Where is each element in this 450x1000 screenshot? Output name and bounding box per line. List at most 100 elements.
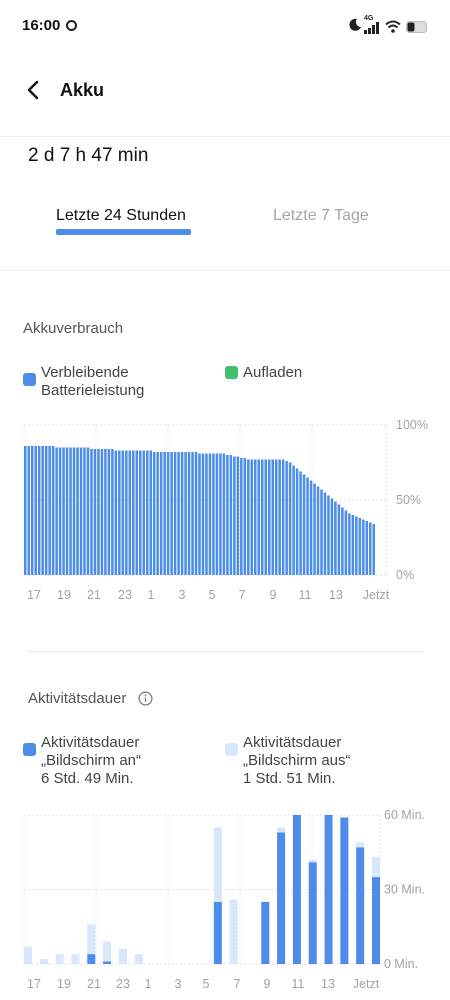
legend-screen-off-total: 1 Std. 51 Min.	[243, 770, 336, 787]
whatsapp-icon	[66, 20, 77, 31]
activity-x-tick-label: 5	[203, 977, 210, 991]
activity-bar-screen-on	[103, 961, 112, 964]
app-header: Akku	[0, 70, 450, 114]
activity-bar-screen-on	[277, 832, 286, 964]
battery-bar	[257, 459, 261, 575]
activity-bar-screen-off	[103, 941, 112, 962]
battery-x-tick-label: 23	[118, 588, 132, 602]
battery-bar	[177, 452, 180, 575]
battery-x-tick-label: 5	[209, 588, 216, 602]
battery-icon	[406, 21, 427, 33]
activity-bar-screen-on	[324, 815, 333, 964]
activity-bar-screen-on	[340, 817, 349, 964]
battery-bar	[278, 459, 281, 575]
battery-bar	[93, 449, 97, 575]
battery-x-tick-label: Jetzt	[363, 588, 390, 602]
battery-bar	[327, 495, 330, 575]
battery-bar	[243, 458, 247, 575]
network-type: 4G	[364, 15, 374, 22]
battery-bar	[156, 452, 159, 575]
battery-bar	[65, 447, 69, 575]
battery-usage-chart: 100%50%0%17 19 21 23 1 3 5 7 9 11 13 Jetzt	[23, 418, 428, 602]
activity-bar-screen-off	[308, 859, 317, 863]
legend-screen-on-swatch	[23, 743, 36, 756]
legend-screen-on-total: 6 Std. 49 Min.	[41, 770, 134, 787]
activity-bar-screen-off	[134, 954, 143, 964]
battery-bar	[41, 446, 44, 575]
battery-bar	[100, 449, 104, 575]
legend-screen-off-swatch	[225, 743, 238, 756]
battery-bar	[247, 459, 250, 575]
battery-bar	[274, 459, 278, 575]
battery-bar	[24, 446, 27, 575]
battery-bar	[170, 452, 173, 575]
legend-charging-label: Aufladen	[243, 364, 303, 381]
section-divider	[28, 651, 424, 652]
activity-x-tick-label: 3	[175, 977, 182, 991]
activity-bar-screen-on	[292, 815, 301, 964]
moon-icon	[349, 18, 361, 31]
battery-bar	[348, 513, 351, 575]
battery-bar	[292, 465, 295, 575]
activity-bar-screen-on	[213, 901, 222, 964]
legend-remaining-line2: Batterieleistung	[41, 382, 145, 399]
battery-bar	[79, 447, 83, 575]
activity-x-tick-label: 7	[234, 977, 241, 991]
legend-remaining-line1: Verbleibende	[41, 364, 129, 381]
battery-bar	[205, 453, 208, 575]
tab-last-24-hours[interactable]: Letzte 24 Stunden	[56, 207, 186, 224]
legend-screen-on-line1: Aktivitätsdauer	[41, 734, 140, 751]
battery-bar	[369, 522, 372, 575]
battery-bar	[166, 452, 170, 575]
activity-bar-screen-off	[229, 899, 238, 964]
info-icon[interactable]	[138, 691, 153, 706]
battery-bar	[149, 450, 152, 575]
activity-x-tick-label: 13	[321, 977, 335, 991]
battery-bar	[97, 449, 100, 575]
activity-bar-screen-on	[308, 862, 317, 964]
battery-bar	[212, 453, 215, 575]
activity-duration-title: Aktivitätsdauer	[28, 690, 127, 707]
battery-x-tick-label: 17	[27, 588, 41, 602]
battery-bar	[62, 447, 65, 575]
battery-bar	[194, 452, 198, 575]
activity-bar-screen-on	[372, 877, 380, 964]
activity-x-tick-label: Jetzt	[353, 977, 380, 991]
battery-bar	[125, 450, 128, 575]
status-time: 16:00	[22, 17, 61, 34]
battery-bar	[285, 461, 288, 575]
battery-bar	[111, 449, 114, 575]
battery-bar	[306, 477, 309, 575]
battery-x-tick-label: 1	[148, 588, 155, 602]
activity-x-tick-label: 23	[116, 977, 130, 991]
tab-last-7-days[interactable]: Letzte 7 Tage	[273, 207, 369, 224]
activity-x-tick-label: 17	[27, 977, 41, 991]
battery-bar	[135, 450, 139, 575]
battery-bar	[152, 452, 156, 575]
battery-bar	[351, 515, 355, 575]
battery-bar	[344, 510, 348, 575]
battery-bar	[139, 450, 142, 575]
battery-bar	[30, 446, 34, 575]
battery-bar	[72, 447, 76, 575]
activity-bar-screen-off	[213, 827, 222, 902]
battery-bar	[365, 521, 369, 575]
battery-bar	[229, 455, 233, 575]
battery-usage-title: Akkuverbrauch	[23, 320, 124, 337]
battery-bar	[83, 447, 86, 575]
activity-x-tick-label: 11	[292, 977, 305, 991]
battery-bar	[27, 446, 30, 575]
battery-bar	[163, 452, 166, 575]
battery-bar	[355, 516, 358, 575]
activity-y-tick-label: 30 Min.	[384, 883, 425, 897]
battery-bar	[358, 518, 362, 575]
activity-x-tick-label: 19	[57, 977, 71, 991]
battery-bar	[264, 459, 267, 575]
battery-x-tick-label: 7	[239, 588, 246, 602]
battery-bar	[226, 455, 229, 575]
chevron-left-icon[interactable]	[22, 78, 46, 102]
activity-y-tick-label: 60 Min.	[384, 808, 425, 822]
battery-x-tick-label: 11	[299, 588, 312, 602]
activity-bar-screen-off	[24, 946, 32, 964]
battery-bar	[372, 524, 376, 575]
